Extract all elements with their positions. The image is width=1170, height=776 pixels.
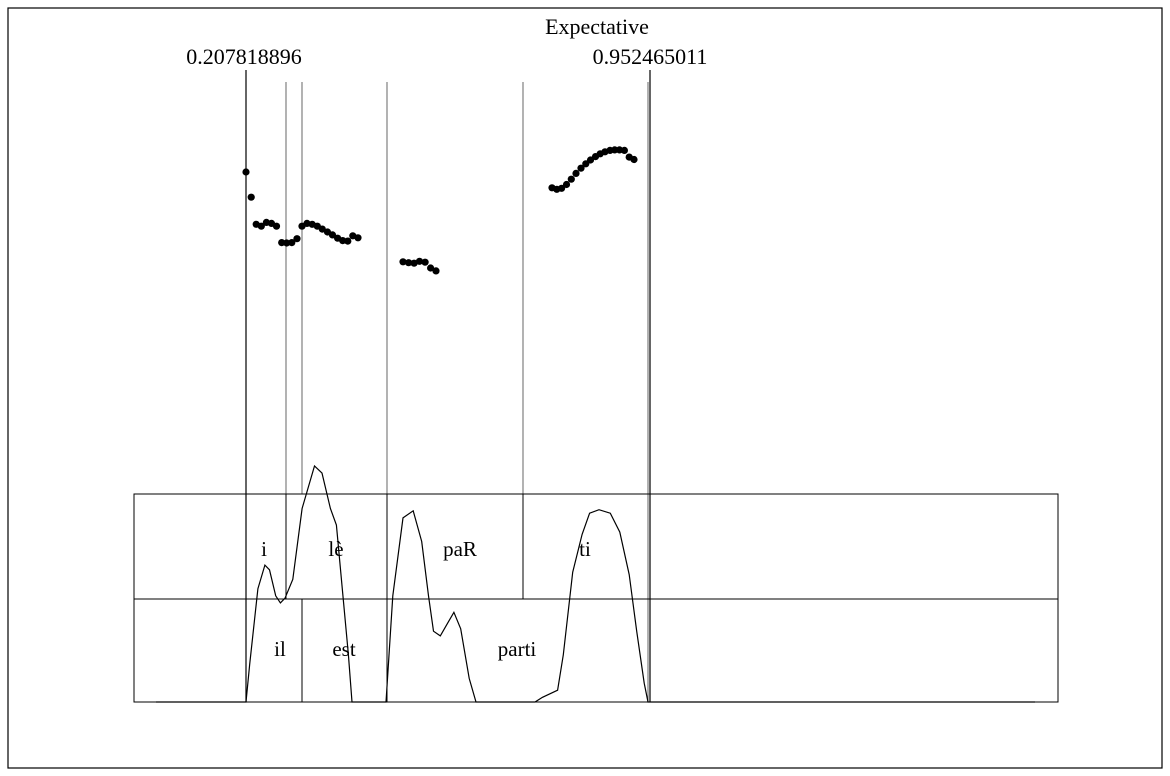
annotation-tiers [133,493,1059,703]
pitch-point [272,222,281,230]
tier-segment-label: est [332,637,355,661]
pitch-point [567,175,575,183]
pitch-point [427,264,435,272]
tier-2-box [133,598,1059,703]
amplitude-envelope [156,464,1035,703]
pitch-point [562,180,571,189]
tier-segment-label: il [274,637,286,661]
tier-segment-label: ti [579,537,591,561]
pitch-point [577,164,585,172]
tier-dividers [285,494,524,702]
start-time-label: 0.207818896 [186,44,302,69]
pitch-point [620,146,629,154]
pitch-point [421,258,429,266]
pitch-point [293,235,301,243]
end-time-label: 0.952465011 [593,44,708,69]
pitch-points [242,146,638,275]
pitch-point [328,231,337,239]
pitch-point [288,239,296,247]
chart-title: Expectative [545,14,649,39]
pitch-point [247,193,255,201]
tier-segment-label: lè [328,537,343,561]
tier-labels: i lè paR ti il est parti [261,537,591,661]
pitch-point [399,258,407,266]
segment-boundaries [245,70,651,702]
pitch-point [572,169,580,177]
pitch-point [354,234,362,242]
pitch-point [432,267,440,275]
pitch-point [242,168,250,176]
pitch-point [344,237,352,245]
tier-segment-label: parti [498,637,537,661]
tier-segment-label: paR [443,537,477,561]
pitch-point [415,257,424,265]
pitch-point [558,184,566,192]
pitch-point [257,222,265,230]
pitch-point [410,259,418,267]
outer-frame [7,7,1163,769]
tier-segment-label: i [261,537,267,561]
pitch-point [630,155,638,164]
pitch-point [405,259,413,267]
